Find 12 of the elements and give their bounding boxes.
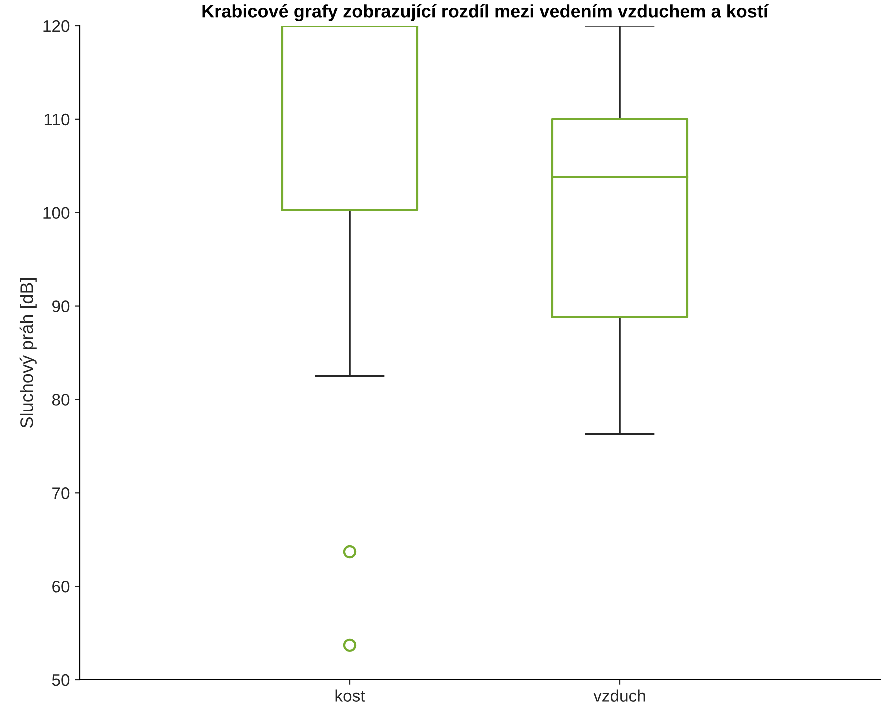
chart-title: Krabicové grafy zobrazující rozdíl mezi vedením vzduchem a kostí: [202, 4, 769, 22]
y-tick-label: 80: [52, 394, 70, 406]
y-axis-title: Sluchový práh [dB]: [20, 278, 37, 428]
y-tick-label: 90: [52, 300, 70, 312]
y-tick-label: 60: [52, 580, 70, 593]
y-tick-label: 110: [44, 114, 70, 126]
x-tick-label: kost: [336, 690, 366, 702]
y-tick-label: 120: [44, 20, 70, 32]
x-tick-label: vzduch: [594, 690, 646, 702]
y-tick-label: 50: [52, 674, 70, 686]
y-tick-label: 70: [52, 488, 70, 500]
y-tick-label: 100: [44, 207, 70, 220]
